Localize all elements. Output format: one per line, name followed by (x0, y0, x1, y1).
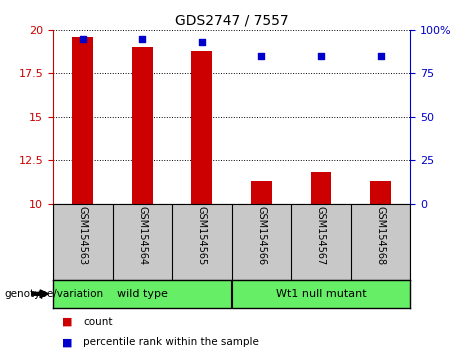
Text: GSM154563: GSM154563 (78, 206, 88, 265)
Text: GSM154564: GSM154564 (137, 206, 148, 265)
Text: Wt1 null mutant: Wt1 null mutant (276, 289, 366, 299)
Text: wild type: wild type (117, 289, 168, 299)
Text: ■: ■ (62, 317, 73, 327)
Point (317, 53, 325, 59)
Bar (251, 181, 272, 204)
Text: GSM154567: GSM154567 (316, 206, 326, 265)
Point (79, 36, 87, 41)
Bar (191, 51, 213, 204)
Text: GSM154566: GSM154566 (256, 206, 266, 265)
Bar (370, 181, 391, 204)
Text: percentile rank within the sample: percentile rank within the sample (83, 337, 259, 348)
Text: count: count (83, 317, 112, 327)
Point (258, 53, 265, 59)
Text: ■: ■ (62, 337, 73, 348)
Bar (72, 37, 93, 204)
Bar (311, 172, 331, 204)
Bar (132, 47, 153, 204)
Text: GSM154565: GSM154565 (197, 206, 207, 265)
Text: genotype/variation: genotype/variation (5, 289, 104, 299)
Title: GDS2747 / 7557: GDS2747 / 7557 (175, 13, 289, 28)
Point (198, 39, 206, 45)
Point (377, 53, 384, 59)
Point (139, 36, 146, 41)
Text: GSM154568: GSM154568 (376, 206, 385, 265)
